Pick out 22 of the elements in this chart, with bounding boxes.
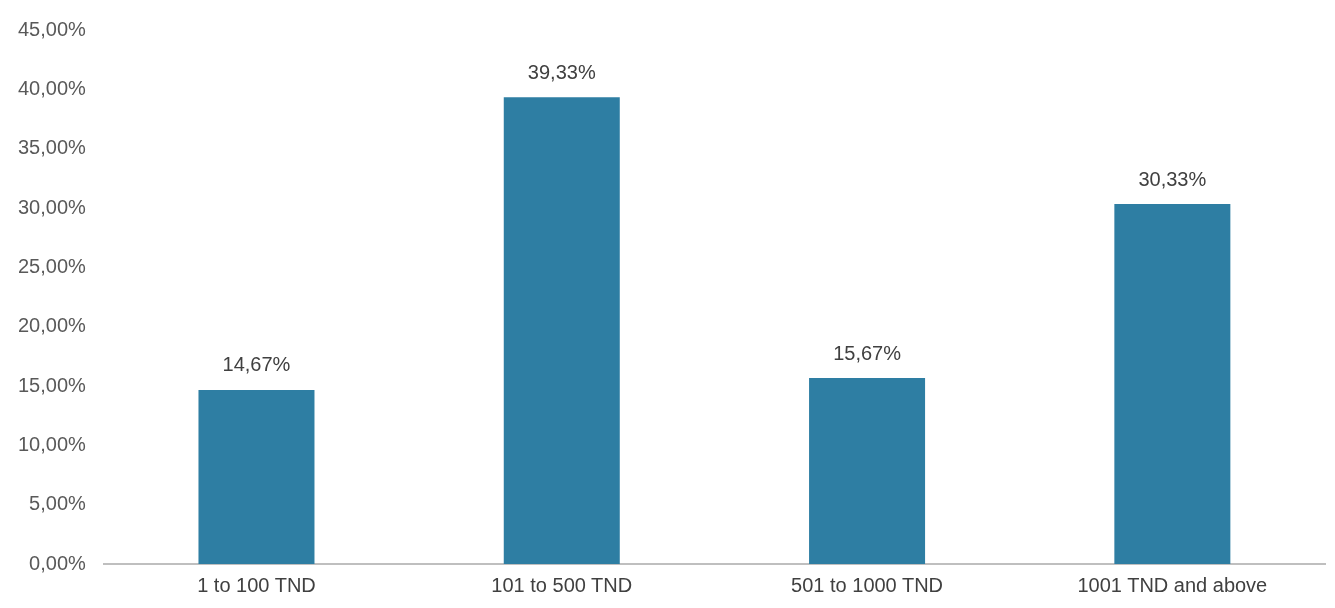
x-tick-label: 1001 TND and above (1077, 573, 1268, 596)
x-tick-label: 1 to 100 TND (197, 573, 316, 596)
y-tick-label: 10,00% (17, 432, 87, 455)
bar (809, 378, 926, 564)
y-tick-label: 20,00% (17, 314, 87, 337)
y-tick-label: 35,00% (17, 136, 87, 159)
x-tick-label: 101 to 500 TND (491, 573, 633, 596)
bar (198, 389, 315, 564)
y-tick-label: 15,00% (17, 373, 87, 396)
bar (503, 97, 620, 564)
bar (1114, 204, 1231, 564)
x-tick-label: 501 to 1000 TND (791, 573, 944, 596)
y-tick-label: 40,00% (17, 76, 87, 99)
data-label: 14,67% (222, 353, 291, 376)
y-tick-label: 5,00% (29, 492, 87, 515)
data-label: 15,67% (833, 341, 902, 364)
y-tick-label: 25,00% (17, 254, 87, 277)
y-tick-label: 30,00% (17, 195, 87, 218)
data-label: 39,33% (527, 60, 596, 83)
y-tick-label: 0,00% (29, 551, 87, 574)
y-tick-label: 45,00% (17, 17, 87, 40)
data-label: 30,33% (1138, 167, 1207, 190)
